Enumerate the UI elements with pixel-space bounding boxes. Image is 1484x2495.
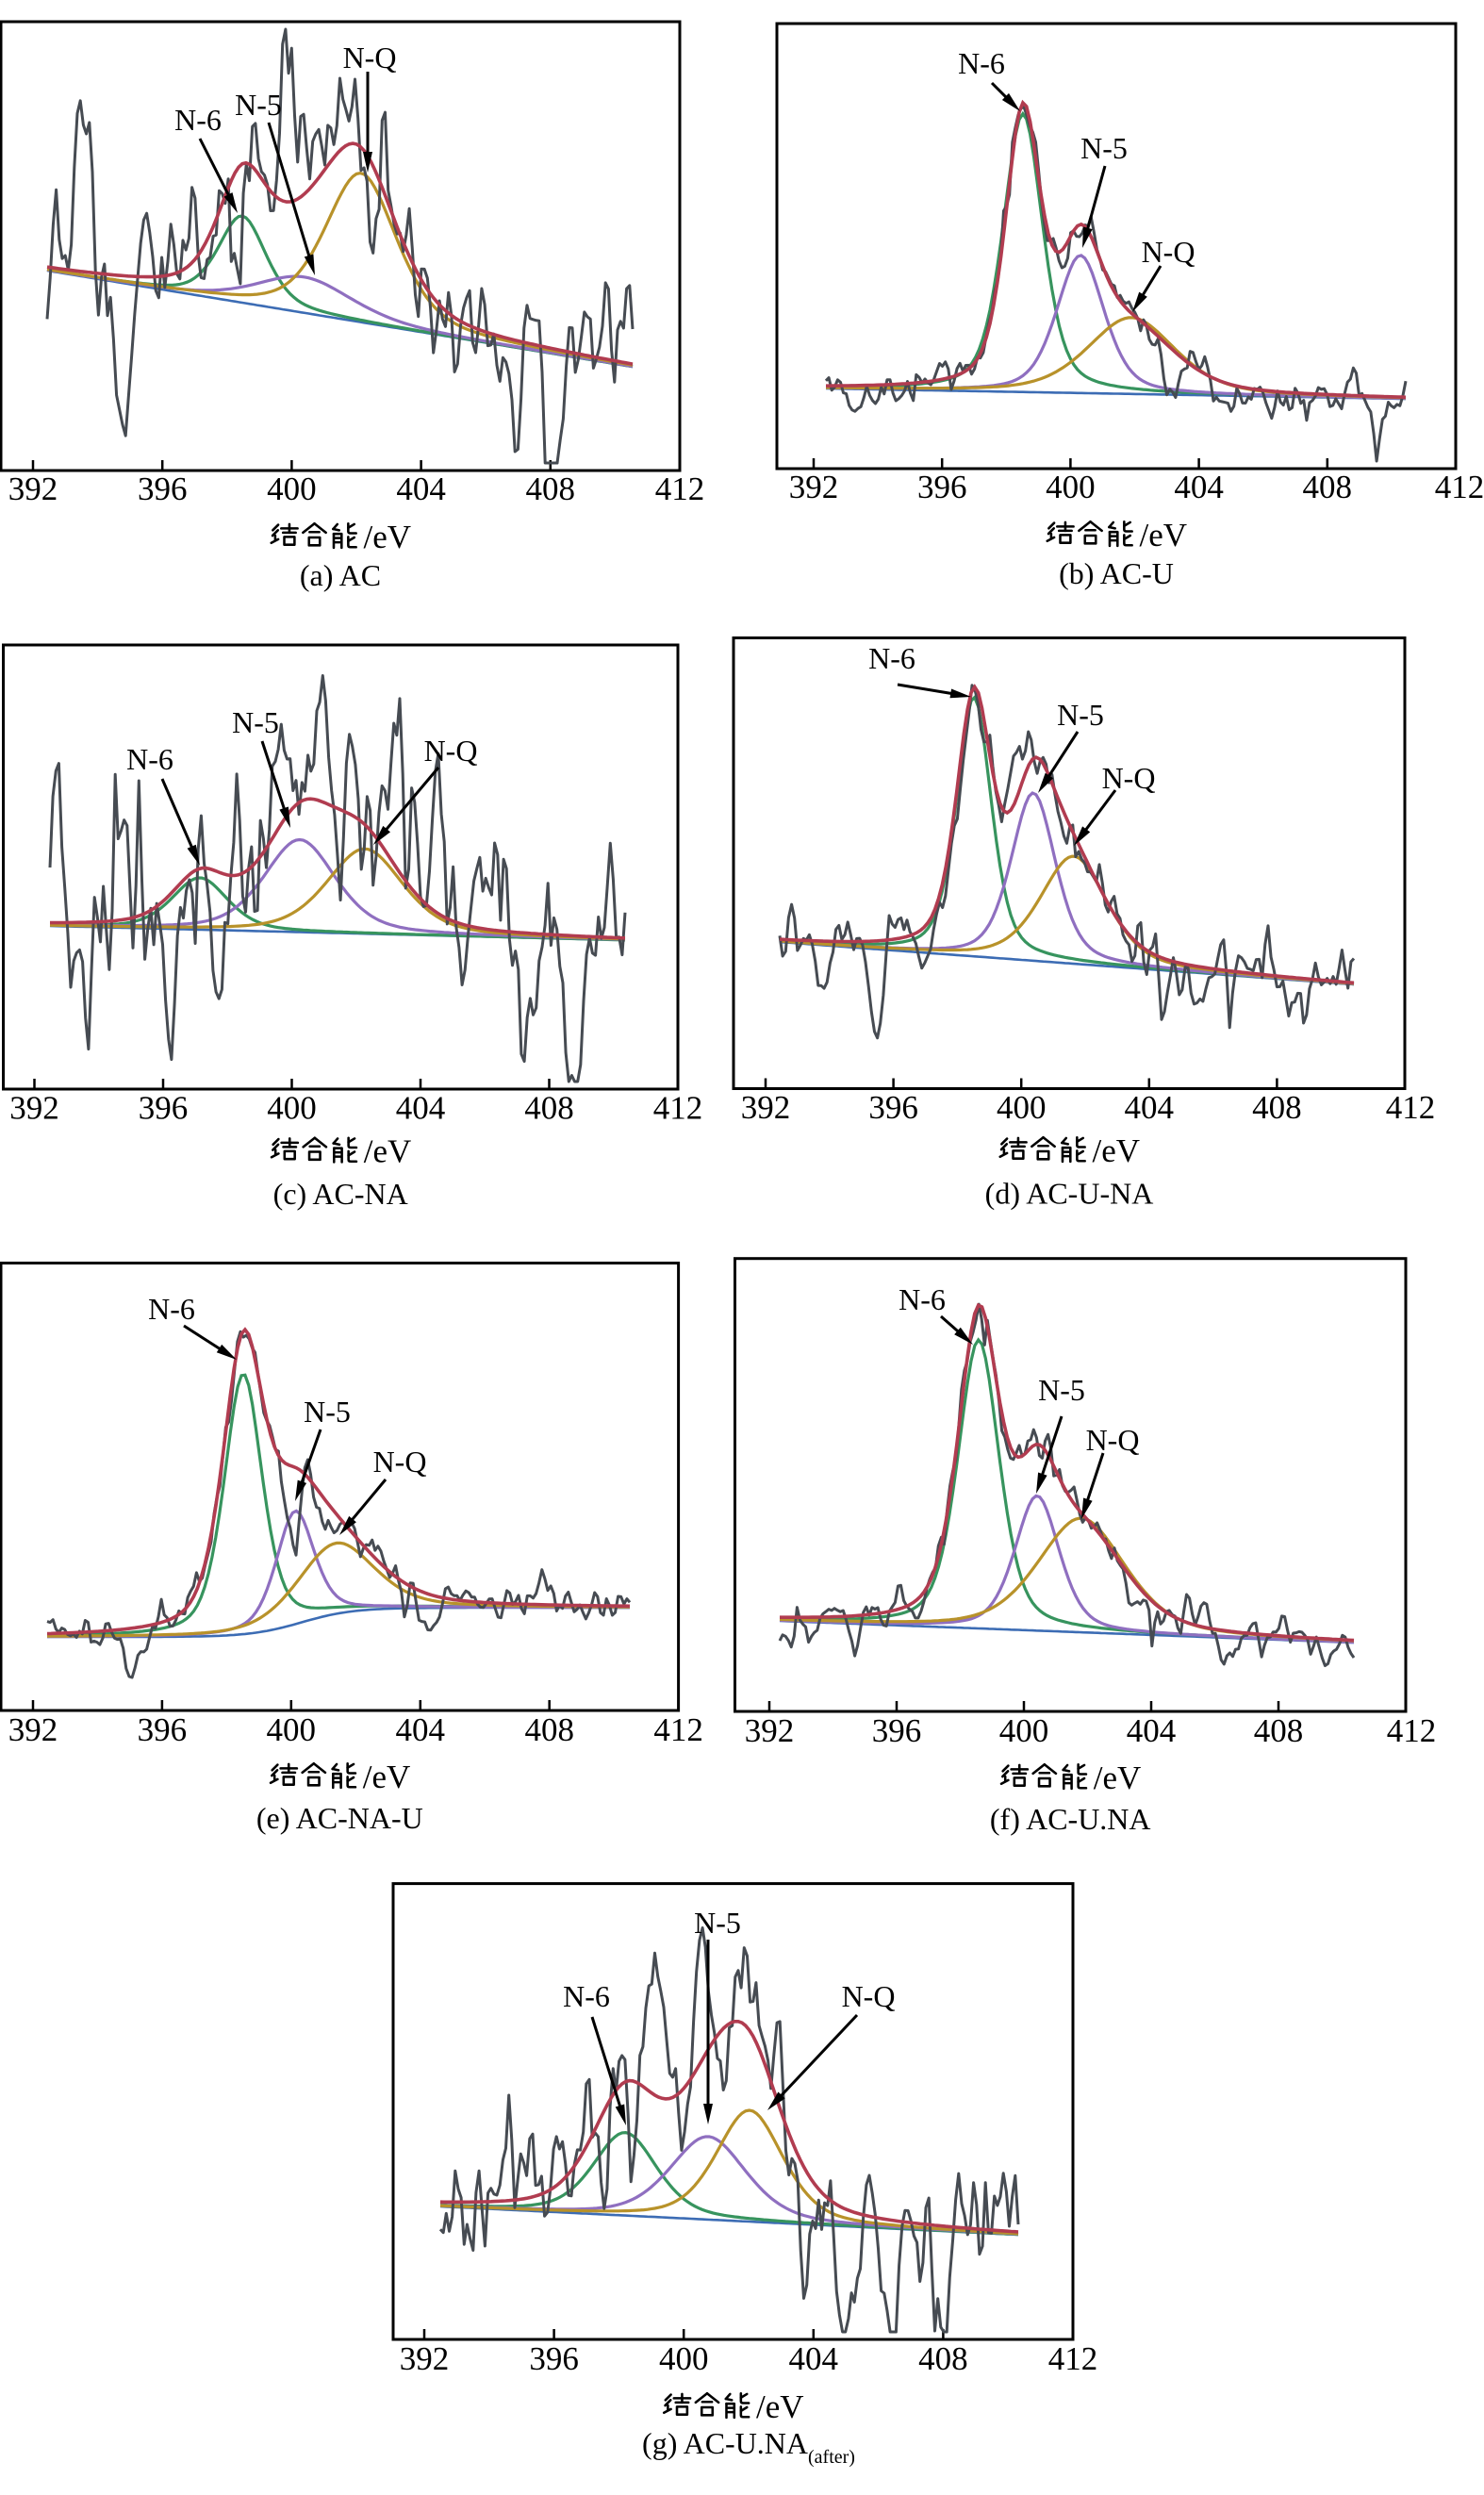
svg-text:396: 396 — [529, 2340, 579, 2377]
svg-text:400: 400 — [267, 1711, 317, 1748]
svg-text:(c) AC-NA: (c) AC-NA — [273, 1177, 408, 1211]
svg-text:408: 408 — [918, 2340, 968, 2377]
svg-text:/eV: /eV — [1094, 1760, 1142, 1796]
svg-text:392: 392 — [9, 1090, 59, 1127]
svg-text:N-Q: N-Q — [373, 1445, 427, 1479]
svg-text:/eV: /eV — [364, 519, 412, 555]
svg-text:408: 408 — [1303, 469, 1353, 505]
svg-text:396: 396 — [139, 1090, 189, 1127]
svg-text:N-5: N-5 — [232, 705, 279, 739]
svg-text:400: 400 — [267, 471, 317, 507]
svg-text:408: 408 — [524, 1090, 574, 1127]
svg-text:404: 404 — [396, 1711, 446, 1748]
svg-text:N-Q: N-Q — [1086, 1423, 1140, 1457]
svg-text:396: 396 — [868, 1089, 918, 1126]
svg-text:N-Q: N-Q — [842, 1979, 896, 2013]
svg-text:N-6: N-6 — [899, 1282, 946, 1316]
svg-text:N-Q: N-Q — [343, 41, 397, 74]
svg-text:(a) AC: (a) AC — [300, 558, 381, 592]
svg-text:412: 412 — [1386, 1089, 1436, 1126]
svg-text:N-Q: N-Q — [424, 734, 478, 768]
svg-text:N-6: N-6 — [148, 1292, 195, 1326]
svg-text:/eV: /eV — [364, 1133, 412, 1170]
svg-text:/eV: /eV — [1093, 1132, 1141, 1169]
svg-text:392: 392 — [8, 471, 58, 507]
svg-text:400: 400 — [997, 1089, 1047, 1126]
svg-text:N-5: N-5 — [1038, 1373, 1085, 1407]
svg-text:400: 400 — [267, 1090, 317, 1127]
svg-text:412: 412 — [1435, 469, 1484, 505]
svg-text:392: 392 — [789, 469, 839, 505]
svg-text:412: 412 — [655, 471, 705, 507]
svg-text:404: 404 — [789, 2340, 839, 2377]
svg-text:412: 412 — [653, 1090, 703, 1127]
svg-text:(d) AC-U-NA: (d) AC-U-NA — [985, 1177, 1154, 1211]
svg-text:396: 396 — [917, 469, 967, 505]
svg-text:392: 392 — [741, 1089, 791, 1126]
svg-text:396: 396 — [138, 471, 188, 507]
svg-text:/eV: /eV — [1140, 517, 1188, 554]
svg-text:412: 412 — [1387, 1712, 1437, 1749]
svg-text:N-Q: N-Q — [1102, 761, 1156, 795]
svg-text:/eV: /eV — [756, 2388, 804, 2425]
svg-text:404: 404 — [1127, 1712, 1177, 1749]
svg-text:408: 408 — [524, 1711, 574, 1748]
svg-text:N-6: N-6 — [174, 103, 222, 137]
svg-text:404: 404 — [1174, 469, 1224, 505]
svg-text:408: 408 — [1252, 1089, 1302, 1126]
svg-text:N-5: N-5 — [235, 88, 282, 122]
svg-text:400: 400 — [659, 2340, 709, 2377]
svg-text:N-6: N-6 — [563, 1979, 610, 2013]
svg-text:408: 408 — [526, 471, 576, 507]
svg-text:396: 396 — [138, 1711, 188, 1748]
svg-text:404: 404 — [396, 471, 446, 507]
svg-text:N-5: N-5 — [304, 1395, 351, 1429]
svg-text:404: 404 — [396, 1090, 446, 1127]
svg-text:408: 408 — [1254, 1712, 1304, 1749]
svg-text:N-6: N-6 — [958, 46, 1005, 80]
svg-text:400: 400 — [999, 1712, 1049, 1749]
svg-text:(b) AC-U: (b) AC-U — [1059, 556, 1174, 590]
svg-text:396: 396 — [872, 1712, 922, 1749]
svg-text:392: 392 — [400, 2340, 450, 2377]
svg-text:/eV: /eV — [363, 1759, 411, 1795]
svg-text:392: 392 — [8, 1711, 58, 1748]
svg-text:404: 404 — [1125, 1089, 1175, 1126]
svg-text:400: 400 — [1046, 469, 1096, 505]
svg-text:N-6: N-6 — [868, 641, 915, 675]
svg-text:(e) AC-NA-U: (e) AC-NA-U — [256, 1801, 423, 1835]
svg-text:N-6: N-6 — [126, 742, 173, 776]
svg-text:N-5: N-5 — [1080, 131, 1128, 165]
svg-text:N-5: N-5 — [694, 1906, 741, 1940]
svg-text:392: 392 — [745, 1712, 795, 1749]
svg-text:412: 412 — [653, 1711, 703, 1748]
svg-text:N-Q: N-Q — [1142, 235, 1195, 269]
svg-text:412: 412 — [1048, 2340, 1098, 2377]
svg-text:(f) AC-U.NA: (f) AC-U.NA — [990, 1802, 1151, 1836]
svg-text:N-5: N-5 — [1057, 698, 1104, 732]
